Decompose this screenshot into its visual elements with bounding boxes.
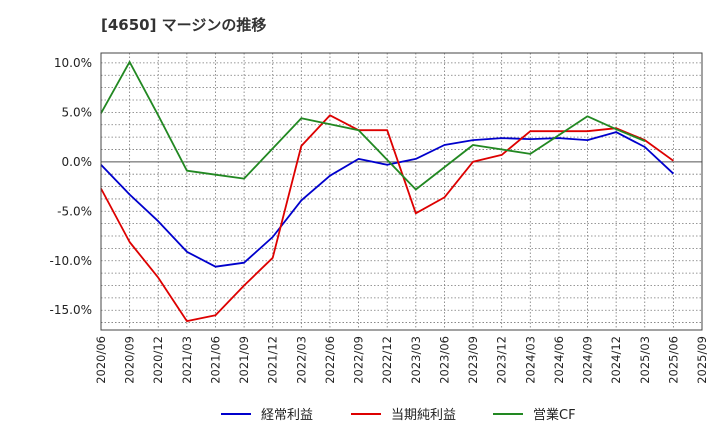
x-tick-label: 2020/06 xyxy=(94,336,108,384)
x-tick-label: 2020/09 xyxy=(123,336,137,384)
series-line-1 xyxy=(100,131,675,268)
chart-title: [4650] マージンの推移 xyxy=(101,16,267,34)
x-tick-label: 2022/12 xyxy=(380,336,394,384)
x-tick-label: 2024/09 xyxy=(581,336,595,384)
legend-label-3: 営業CF xyxy=(533,407,576,423)
legend-label-1: 経常利益 xyxy=(261,408,313,423)
x-tick-label: 2025/09 xyxy=(695,336,709,384)
y-tick-label: 10.0% xyxy=(54,56,92,70)
series-lines xyxy=(100,61,675,322)
x-tick-label: 2022/09 xyxy=(352,336,366,384)
x-tick-label: 2021/06 xyxy=(208,336,222,384)
x-axis-ticks: 2020/06 2020/09 2020/12 2021/03 2021/06 2021/… xyxy=(94,336,709,384)
y-tick-label: -5.0% xyxy=(57,204,92,218)
x-tick-label: 2023/09 xyxy=(466,336,480,384)
plot-area xyxy=(101,53,702,330)
x-tick-label: 2021/12 xyxy=(266,336,280,384)
x-tick-label: 2023/12 xyxy=(495,336,509,384)
x-tick-label: 2020/12 xyxy=(151,336,165,384)
legend-label-2: 当期純利益 xyxy=(391,408,456,423)
x-tick-label: 2022/06 xyxy=(323,336,337,384)
plot-frame xyxy=(100,52,703,331)
y-tick-label: 0.0% xyxy=(62,155,93,169)
x-tick-label: 2025/06 xyxy=(666,336,680,384)
x-tick-label: 2022/03 xyxy=(294,336,308,384)
x-tick-label: 2024/12 xyxy=(609,336,623,384)
x-tick-label: 2021/03 xyxy=(180,336,194,384)
x-tick-label: 2021/09 xyxy=(237,336,251,384)
plot-background xyxy=(101,53,702,330)
y-axis-ticks: 10.0% 5.0% 0.0% -5.0% -10.0% -15.0% xyxy=(50,56,92,317)
y-tick-label: -10.0% xyxy=(50,254,92,268)
legend: 経常利益 当期純利益 営業CF xyxy=(221,407,576,423)
y-tick-label: -15.0% xyxy=(50,303,92,317)
y-tick-label: 5.0% xyxy=(62,105,93,119)
x-tick-label: 2024/06 xyxy=(552,336,566,384)
x-tick-label: 2024/03 xyxy=(523,336,537,384)
x-tick-label: 2023/06 xyxy=(437,336,451,384)
series-line-3 xyxy=(100,61,646,191)
x-tick-label: 2023/03 xyxy=(409,336,423,384)
x-tick-label: 2025/03 xyxy=(638,336,652,384)
series-line-2 xyxy=(100,114,674,322)
plot-border xyxy=(100,52,703,331)
grid xyxy=(101,53,702,330)
